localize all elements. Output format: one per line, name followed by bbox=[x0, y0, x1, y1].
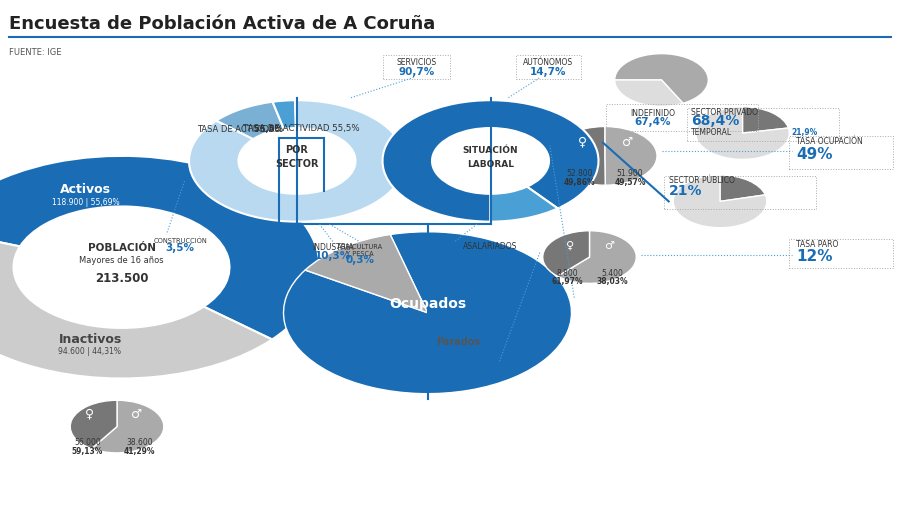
Text: 14,7%: 14,7% bbox=[530, 67, 566, 77]
Text: 38.600: 38.600 bbox=[126, 437, 153, 446]
Wedge shape bbox=[491, 187, 558, 222]
Text: SECTOR PÚBLICO: SECTOR PÚBLICO bbox=[669, 176, 734, 185]
Wedge shape bbox=[742, 108, 788, 134]
Text: POR: POR bbox=[285, 144, 309, 155]
Wedge shape bbox=[543, 231, 590, 277]
Text: ♂: ♂ bbox=[622, 135, 633, 148]
Text: Activos: Activos bbox=[60, 183, 111, 196]
Wedge shape bbox=[553, 127, 606, 186]
Text: SITUACIÓN: SITUACIÓN bbox=[463, 145, 518, 155]
Text: TASA PARO: TASA PARO bbox=[796, 239, 839, 248]
Text: 21,9%: 21,9% bbox=[791, 128, 817, 137]
Text: 49%: 49% bbox=[796, 147, 833, 162]
Text: Mayores de 16 años: Mayores de 16 años bbox=[79, 256, 164, 265]
Text: LABORAL: LABORAL bbox=[467, 160, 514, 169]
Wedge shape bbox=[189, 101, 405, 222]
Wedge shape bbox=[557, 231, 636, 284]
Wedge shape bbox=[305, 235, 428, 313]
Text: 49,57%: 49,57% bbox=[615, 178, 646, 187]
Text: 89,3%: 89,3% bbox=[472, 249, 508, 259]
Wedge shape bbox=[92, 400, 164, 453]
Text: 118.900 | 55,69%: 118.900 | 55,69% bbox=[51, 197, 120, 207]
Text: ♀: ♀ bbox=[86, 407, 94, 420]
Text: ♂: ♂ bbox=[131, 407, 142, 420]
Wedge shape bbox=[295, 101, 297, 129]
Text: ♂: ♂ bbox=[604, 240, 615, 250]
Text: POBLACIÓN: POBLACIÓN bbox=[87, 242, 156, 252]
Wedge shape bbox=[382, 101, 598, 222]
Text: 38,03%: 38,03% bbox=[596, 277, 628, 286]
Text: 41,29%: 41,29% bbox=[124, 446, 155, 456]
Text: 52.800: 52.800 bbox=[566, 169, 593, 178]
Text: 8.800: 8.800 bbox=[556, 268, 578, 277]
Text: TEMPORAL: TEMPORAL bbox=[691, 128, 733, 137]
Text: 55,5%: 55,5% bbox=[202, 125, 284, 134]
Wedge shape bbox=[605, 127, 657, 186]
Text: SERVICIOS: SERVICIOS bbox=[397, 58, 436, 67]
Text: SECTOR: SECTOR bbox=[275, 159, 319, 169]
Text: 56.000: 56.000 bbox=[74, 437, 101, 446]
Text: Encuesta de Población Activa de A Coruña: Encuesta de Población Activa de A Coruña bbox=[9, 15, 436, 33]
Text: 61,97%: 61,97% bbox=[551, 277, 583, 286]
Text: 94.600 | 44,31%: 94.600 | 44,31% bbox=[58, 346, 122, 356]
Text: 0,3%: 0,3% bbox=[346, 255, 374, 265]
Wedge shape bbox=[284, 232, 572, 394]
Wedge shape bbox=[0, 230, 272, 379]
Text: Y PESCA: Y PESCA bbox=[346, 250, 374, 256]
Text: 12%: 12% bbox=[796, 248, 833, 263]
Text: Ocupados: Ocupados bbox=[389, 296, 466, 310]
Text: TASA OCUPACIÓN: TASA OCUPACIÓN bbox=[796, 137, 863, 146]
Text: 5.400: 5.400 bbox=[601, 268, 623, 277]
Text: 213.500: 213.500 bbox=[94, 271, 148, 284]
Text: AUTÓNOMOS: AUTÓNOMOS bbox=[523, 58, 573, 67]
Text: TASA DE ACTIVIDAD: TASA DE ACTIVIDAD bbox=[197, 125, 284, 134]
Wedge shape bbox=[216, 103, 284, 140]
Text: ♀: ♀ bbox=[578, 135, 587, 148]
Text: AGRICULTURA: AGRICULTURA bbox=[337, 243, 383, 249]
Text: 51.900: 51.900 bbox=[616, 169, 643, 178]
Wedge shape bbox=[615, 55, 708, 104]
Text: 68,4%: 68,4% bbox=[691, 114, 740, 128]
Text: 10,3%: 10,3% bbox=[315, 250, 351, 261]
Text: INDEFINIDO: INDEFINIDO bbox=[630, 109, 675, 118]
Wedge shape bbox=[615, 81, 683, 107]
Text: CONSTRUCCIÓN: CONSTRUCCIÓN bbox=[153, 237, 207, 243]
Text: TASA DE ACTIVIDAD 55,5%: TASA DE ACTIVIDAD 55,5% bbox=[243, 124, 360, 133]
Wedge shape bbox=[720, 176, 765, 202]
Wedge shape bbox=[673, 176, 767, 228]
Text: Inactivos: Inactivos bbox=[58, 332, 122, 345]
Text: ASALARIADOS: ASALARIADOS bbox=[464, 241, 518, 250]
Text: 21%: 21% bbox=[669, 183, 702, 197]
Text: 90,7%: 90,7% bbox=[399, 67, 435, 77]
Text: 49,86%: 49,86% bbox=[563, 178, 596, 187]
Wedge shape bbox=[696, 108, 789, 160]
Text: Parados: Parados bbox=[436, 336, 481, 346]
Text: 67,4%: 67,4% bbox=[634, 117, 670, 127]
Wedge shape bbox=[0, 157, 320, 340]
Text: 3,5%: 3,5% bbox=[166, 242, 194, 252]
Wedge shape bbox=[70, 400, 117, 449]
Text: ♀: ♀ bbox=[565, 240, 574, 250]
Text: 59,13%: 59,13% bbox=[72, 446, 103, 456]
Text: SECTOR PRIVADO: SECTOR PRIVADO bbox=[691, 108, 758, 117]
Text: FUENTE: IGE: FUENTE: IGE bbox=[9, 48, 61, 57]
Text: INDUSTRIA: INDUSTRIA bbox=[312, 243, 354, 252]
Wedge shape bbox=[273, 101, 296, 130]
